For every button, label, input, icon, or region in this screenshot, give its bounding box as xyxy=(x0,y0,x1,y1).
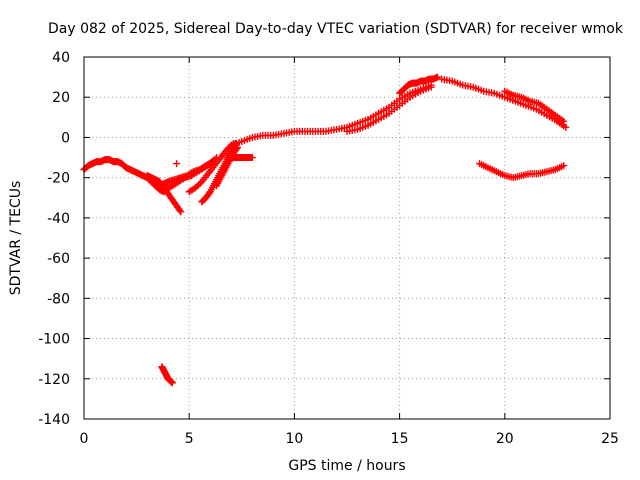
data-point xyxy=(433,73,441,81)
x-axis-label: GPS time / hours xyxy=(288,458,405,474)
series-trace-peak xyxy=(396,73,441,97)
series-trace-rise-b xyxy=(343,83,435,135)
series-trace-4to6-b xyxy=(160,158,216,188)
grid xyxy=(84,57,610,419)
x-tick-label: 10 xyxy=(285,431,303,447)
series-trace-point xyxy=(173,160,181,168)
x-tick-label: 5 xyxy=(185,431,194,447)
series-trace-low xyxy=(158,363,176,387)
data-point xyxy=(176,206,184,214)
data-marks xyxy=(80,73,570,387)
series-trace-dip xyxy=(476,160,568,182)
series-trace-5to7-c xyxy=(213,144,242,190)
y-tick-label: -80 xyxy=(47,291,70,307)
data-point xyxy=(248,154,256,162)
y-tick-labels: -140 -120 -100 -80 -60 -40 -20 0 20 40 xyxy=(38,50,70,428)
series-trace-5to7-a xyxy=(185,139,237,196)
series-trace-main xyxy=(80,156,168,196)
data-point xyxy=(562,123,570,131)
data-point xyxy=(168,379,176,387)
series-trace-5to7-b xyxy=(198,139,239,206)
x-tick-labels: 0 5 10 15 20 25 xyxy=(80,431,619,447)
x-tick-label: 25 xyxy=(601,431,619,447)
data-point xyxy=(560,117,568,125)
data-point xyxy=(207,159,215,167)
y-tick-label: 40 xyxy=(52,50,70,66)
y-tick-label: -140 xyxy=(38,412,70,428)
x-tick-label: 20 xyxy=(496,431,514,447)
y-tick-label: -40 xyxy=(47,211,70,227)
series-trace-fall-b xyxy=(501,87,568,125)
data-point xyxy=(173,160,181,168)
y-tick-label: -120 xyxy=(38,372,70,388)
data-point xyxy=(234,144,242,151)
y-axis-label: SDTVAR / TECUs xyxy=(8,181,24,296)
y-tick-label: -60 xyxy=(47,251,70,267)
series-trace-fall xyxy=(438,75,570,131)
data-point xyxy=(205,189,213,197)
y-tick-label: 0 xyxy=(61,130,70,146)
plot-frame xyxy=(83,56,611,420)
y-tick-label: 20 xyxy=(52,90,70,106)
x-tick-label: 15 xyxy=(391,431,409,447)
data-point xyxy=(427,83,435,91)
y-tick-label: -100 xyxy=(38,332,70,348)
series-trace-3to4 xyxy=(143,172,185,216)
data-point xyxy=(177,208,185,216)
y-tick-label: -20 xyxy=(47,171,70,187)
data-point xyxy=(560,162,568,170)
chart-title: Day 082 of 2025, Sidereal Day-to-day VTE… xyxy=(48,21,624,37)
data-point xyxy=(188,169,196,177)
x-tick-label: 0 xyxy=(80,431,89,447)
series-trace-7to8 xyxy=(223,154,256,162)
data-point xyxy=(196,179,204,187)
